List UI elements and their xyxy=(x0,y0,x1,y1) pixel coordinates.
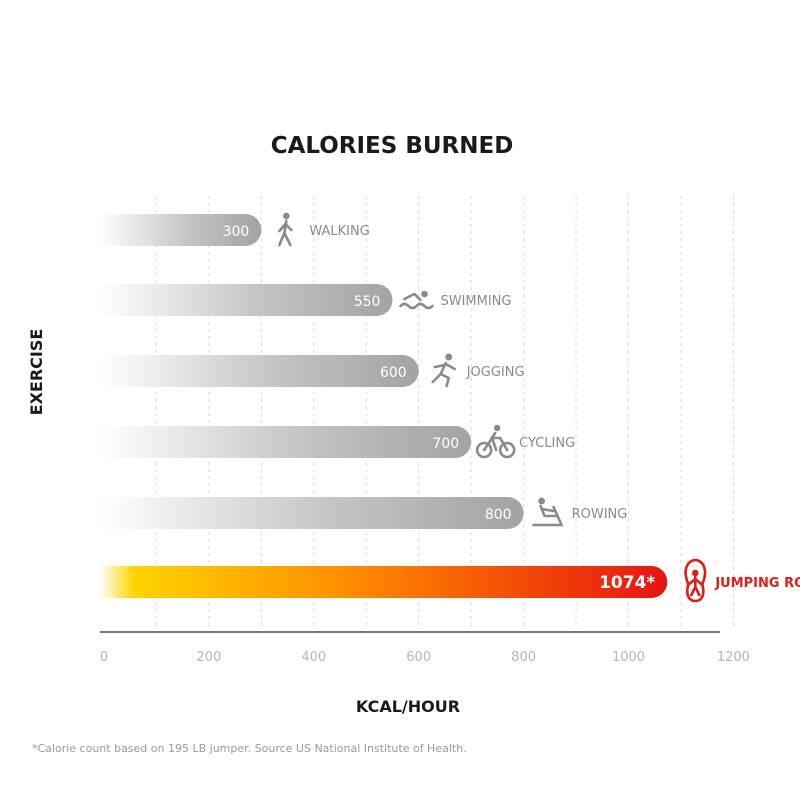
bar-group: 600 JOGGING xyxy=(100,353,525,388)
x-tick-label: 1200 xyxy=(717,650,750,665)
x-tick-label: 800 xyxy=(511,650,536,665)
bar xyxy=(100,426,472,458)
grid-lines xyxy=(155,196,734,630)
bar-group: 800 ROWING xyxy=(100,497,627,529)
chart-title: CALORIES BURNED xyxy=(271,133,514,159)
bar-group: 550 SWIMMING xyxy=(100,284,511,316)
bar-value-label: 700 xyxy=(432,436,459,452)
bar-value-label: 1074* xyxy=(599,573,655,593)
x-tick-labels: 0 200 400 600 800 1000 1200 xyxy=(100,650,750,665)
category-label: WALKING xyxy=(309,224,369,239)
category-label: SWIMMING xyxy=(440,294,511,309)
x-tick-label: 1000 xyxy=(612,650,645,665)
x-tick-label: 400 xyxy=(301,650,326,665)
bar-value-label: 300 xyxy=(223,224,250,240)
category-label: JUMPING ROPE xyxy=(714,576,800,591)
y-axis-label: EXERCISE xyxy=(27,329,46,416)
bar-value-label: 550 xyxy=(354,294,381,310)
bar-group: 700 CYCLING xyxy=(100,424,575,459)
bar-value-label: 800 xyxy=(485,507,512,523)
cycling-icon xyxy=(475,424,516,459)
bar xyxy=(100,497,524,529)
bar-group: 300 WALKING xyxy=(100,212,370,247)
rowing-icon xyxy=(532,497,563,527)
bar xyxy=(100,355,419,387)
category-label: CYCLING xyxy=(519,436,575,451)
bar-value-label: 600 xyxy=(380,365,407,381)
walking-icon xyxy=(278,212,293,247)
footnote: *Calorie count based on 195 LB jumper. S… xyxy=(32,742,467,755)
x-tick-label: 200 xyxy=(196,650,221,665)
category-label: JOGGING xyxy=(466,365,525,380)
swimming-icon xyxy=(399,290,434,310)
x-axis-label: KCAL/HOUR xyxy=(356,697,460,716)
x-tick-label: 600 xyxy=(406,650,431,665)
bar xyxy=(100,284,393,316)
category-label: ROWING xyxy=(572,507,628,522)
bars: 300 WALKING 550 SWIMMING 600 JOGGING 700 CYCLIN… xyxy=(100,212,800,603)
jumping-rope-icon xyxy=(684,558,707,603)
jogging-icon xyxy=(431,353,456,388)
x-tick-label: 0 xyxy=(100,650,108,665)
bar xyxy=(100,566,668,598)
bar-group: 1074* JUMPING ROPE xyxy=(100,558,800,603)
bar xyxy=(100,214,262,246)
